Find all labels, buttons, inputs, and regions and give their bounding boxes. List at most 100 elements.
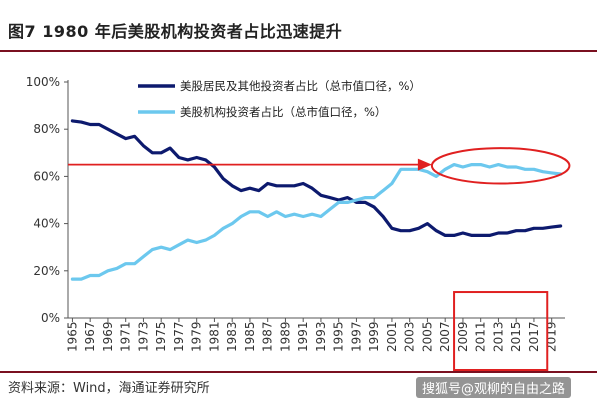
series-1-point [373,206,375,208]
x-tick-label: 2013 [491,321,505,352]
y-tick-label: 40% [33,217,60,231]
series-1-point [275,185,278,187]
series-1-point [160,152,162,154]
series-1-point [506,232,509,234]
series-1-point [533,227,535,230]
series-1-point [222,177,225,180]
series-1-point [382,215,384,218]
series-2-point [497,163,500,166]
series-1-point [116,133,118,135]
legend-label-2: 美股机构投资者占比（总市值口径，%） [180,105,386,119]
series-1-point [213,166,216,168]
series-2-point [213,234,216,237]
x-tick-label: 1981 [207,321,221,352]
series-1-point [542,227,544,230]
series-2-point [550,172,553,174]
watermark: 搜狐号@观柳的自由之路 [416,377,572,398]
series-2-point [169,248,171,251]
series-1-point [89,123,91,126]
series-1-point [364,201,367,204]
series-2-point [178,244,180,246]
series-line-2 [70,163,563,281]
series-2-point [533,168,535,171]
x-tick-label: 1965 [65,321,79,352]
series-2-point [89,274,91,277]
page-title: 图7 1980 年后美股机构投资者占比迅速提升 [8,22,343,41]
series-1-point [240,189,242,192]
series-1-point [124,137,127,140]
series-2-point [506,166,509,168]
series-2-point [258,211,260,213]
series-2-point [142,255,145,258]
series-1-point [550,226,553,228]
x-tick-label: 1977 [172,321,186,352]
x-tick-label: 1985 [243,321,257,352]
footer-divider [0,371,597,373]
series-1-point [284,185,287,187]
legend-label-1: 美股居民及其他投资者占比（总市值口径，%） [180,79,421,93]
x-tick-label: 2011 [474,321,488,352]
series-1-point [400,229,402,232]
x-tick-label: 1993 [314,321,328,352]
series-2-point [266,215,269,218]
series-1-point [266,182,269,185]
x-tick-label: 1969 [101,321,115,352]
series-1-point [98,123,100,126]
y-tick-label: 100% [26,75,60,89]
series-2-point [124,262,127,265]
x-tick-label: 1971 [119,321,133,352]
series-1-point [488,234,491,237]
series-1-point [320,194,322,197]
series-1-point [169,147,171,149]
series-2-point [364,196,367,199]
y-tick-label: 60% [33,169,60,183]
series-1-point [107,128,109,130]
x-tick-label: 2009 [456,321,470,352]
x-tick-label: 2001 [385,321,399,352]
series-1-point [187,159,189,161]
series-1-point [497,232,500,234]
series-2-point [337,201,340,204]
x-tick-label: 1999 [367,321,381,352]
series-1-point [302,182,304,185]
series-1-point [471,234,473,237]
series-2-point [195,241,198,244]
series-2-point [426,170,429,173]
series-1-point [195,156,198,159]
series-2-point [116,267,118,270]
series-1-point [426,222,429,225]
series-1-point [462,232,464,234]
series-1-point [151,152,154,154]
series-2-point [240,215,242,218]
series-2-point [462,166,464,168]
x-tick-label: 2003 [403,321,417,352]
series-1-point [71,120,74,122]
series-1-point [293,185,296,187]
series-2-point [275,211,278,213]
x-tick-label: 1967 [83,321,97,352]
series-1-point [515,229,517,232]
x-tick-label: 1987 [261,321,275,352]
series-1-point [524,229,526,232]
series-2-point [107,270,109,272]
series-2-point [408,168,411,171]
series-1-point [559,225,562,227]
series-2-point [373,196,375,199]
y-tick-label: 20% [33,264,60,278]
series-2-point [471,163,473,166]
series-2-point [515,166,517,168]
series-2-point [249,211,251,213]
series-1-point [258,189,260,192]
series-2-point [284,215,287,218]
series-2-point [98,274,100,277]
x-tick-label: 1989 [278,321,292,352]
series-2-point [444,168,446,171]
x-tick-label: 1983 [225,321,239,352]
x-tick-label: 2015 [509,321,523,352]
annotation-rectangle [453,291,549,372]
series-1-point [346,196,349,199]
series-2-point [151,248,154,251]
series-1-point [435,229,438,232]
series-2-point [400,168,402,171]
series-2-point [160,246,162,248]
